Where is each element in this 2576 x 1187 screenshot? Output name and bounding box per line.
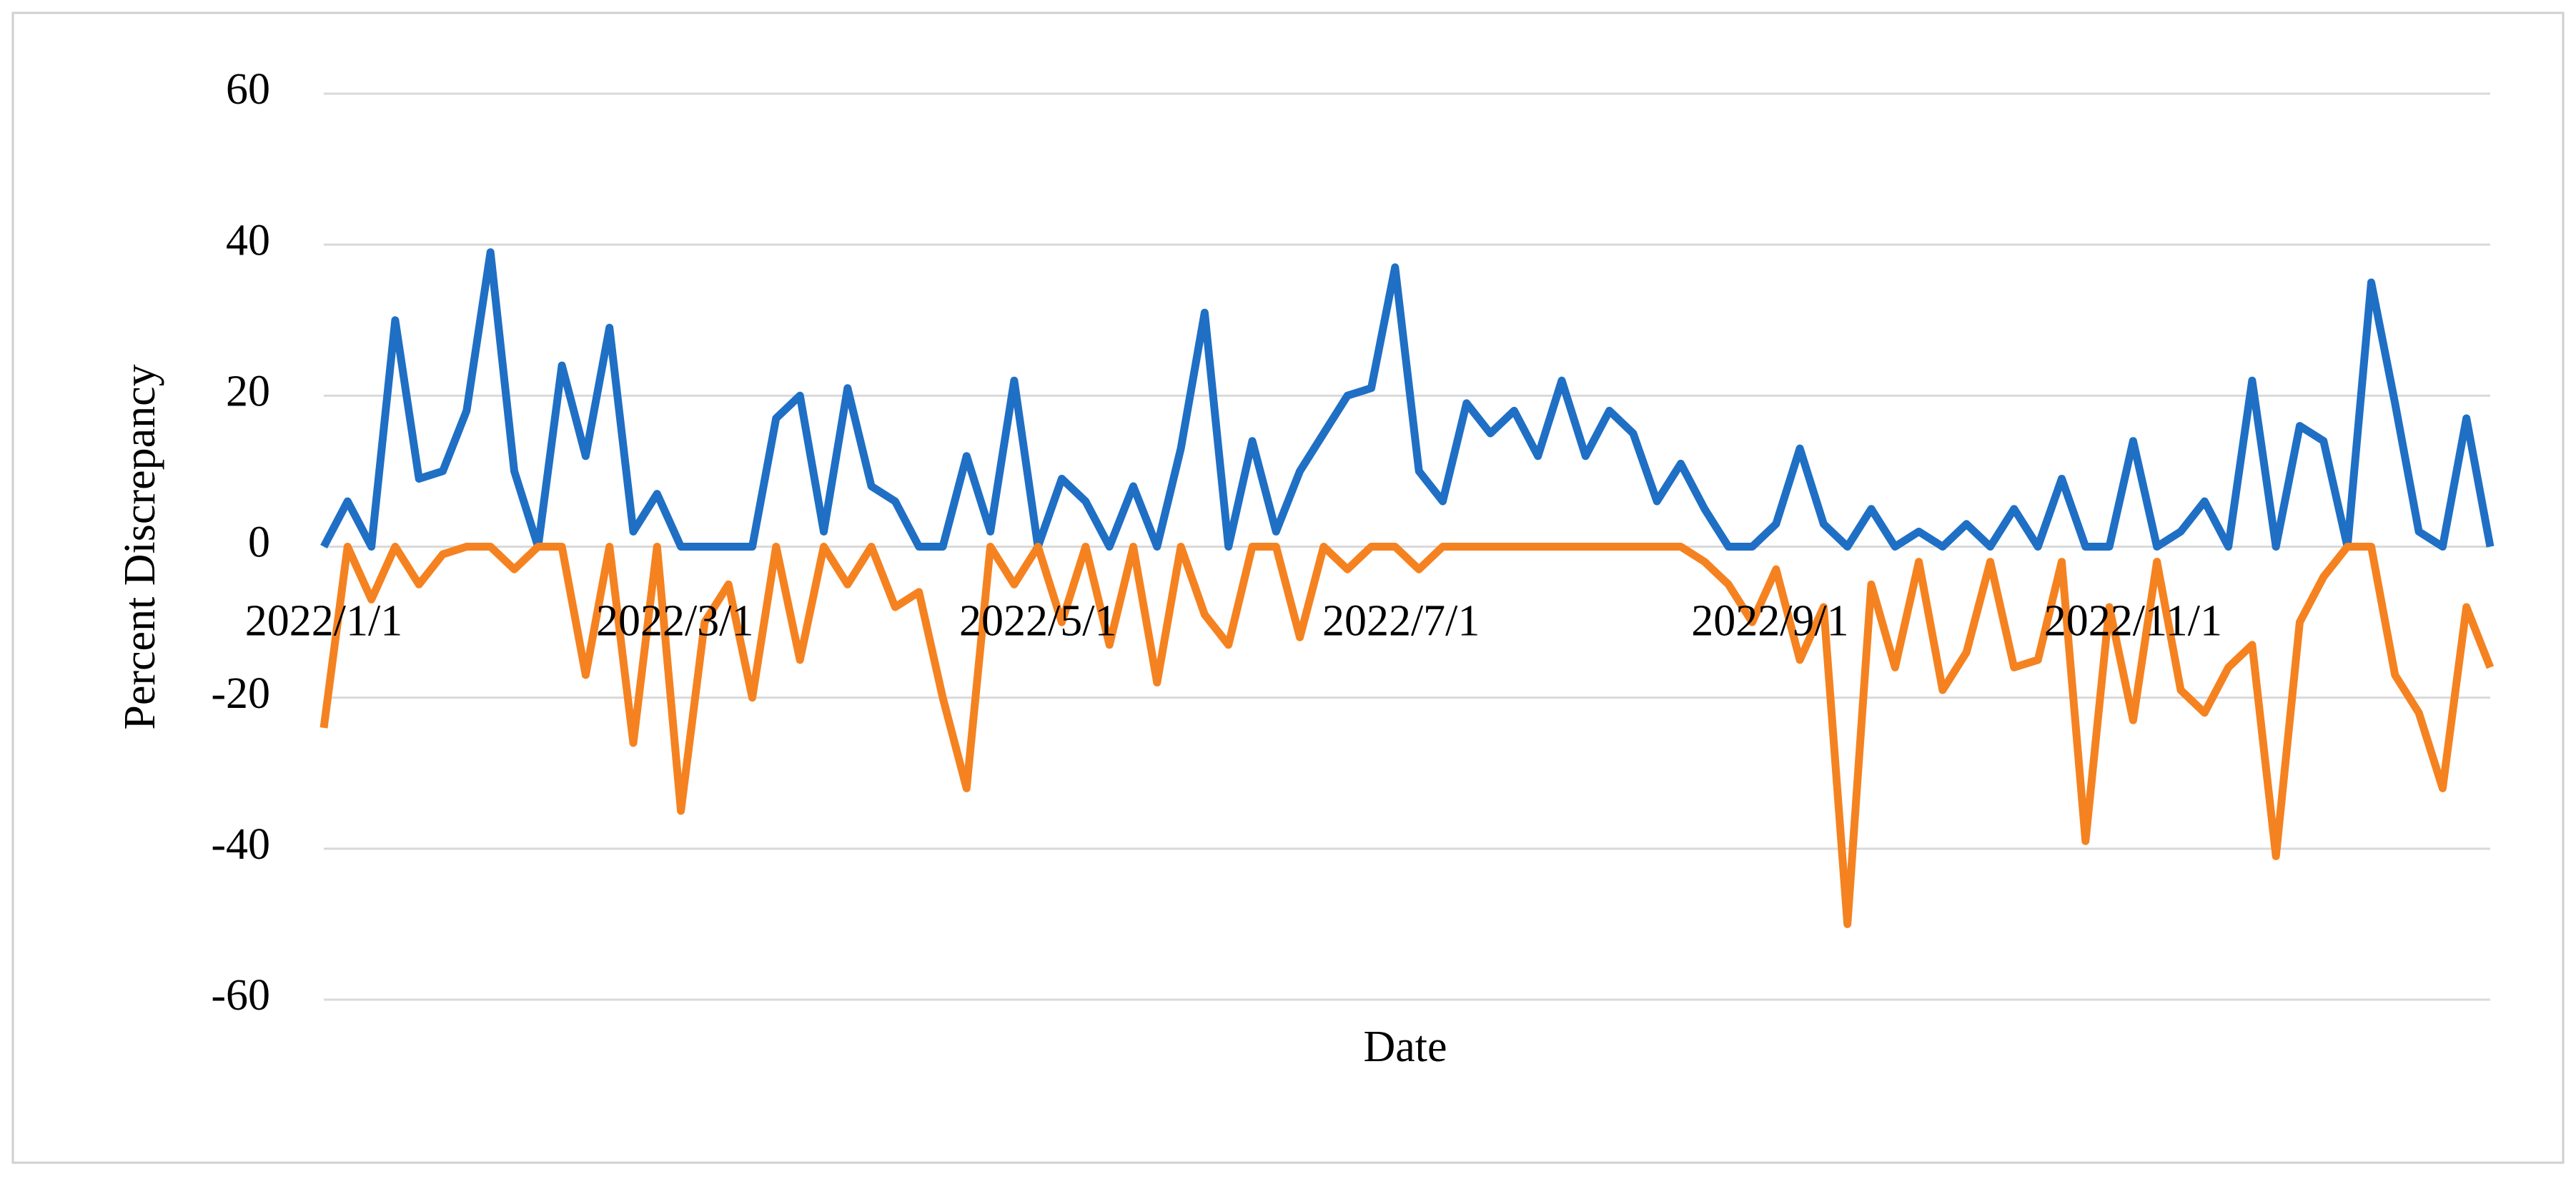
plot-lines — [319, 248, 2495, 928]
x-tick-label: 2022/7/1 — [1322, 597, 1480, 646]
x-tick-label: 2022/3/1 — [596, 597, 753, 646]
x-tick-label: 2022/1/1 — [245, 597, 402, 646]
x-tick-label: 2022/9/1 — [1691, 597, 1848, 646]
x-tick-label: 2022/11/1 — [2044, 597, 2222, 646]
series-line — [320, 248, 2495, 551]
y-tick-label: -40 — [211, 820, 270, 869]
y-tick-label: 20 — [226, 368, 270, 416]
x-tick-label: 2022/5/1 — [959, 597, 1116, 646]
y-tick-label: 60 — [226, 65, 270, 114]
y-axis-title: Percent Discrepancy — [116, 364, 164, 729]
y-tick-label: 40 — [226, 216, 270, 265]
y-tick-label: -20 — [211, 669, 270, 718]
y-tick-label: 0 — [248, 518, 270, 567]
x-axis-title: Date — [1363, 1023, 1447, 1071]
series-line — [319, 543, 2495, 928]
labels: -60 -40 -20 0 20 40 60 2022/1/1 2022/3/1 2022/5/1… — [211, 65, 2222, 1020]
y-tick-label: -60 — [211, 971, 270, 1020]
